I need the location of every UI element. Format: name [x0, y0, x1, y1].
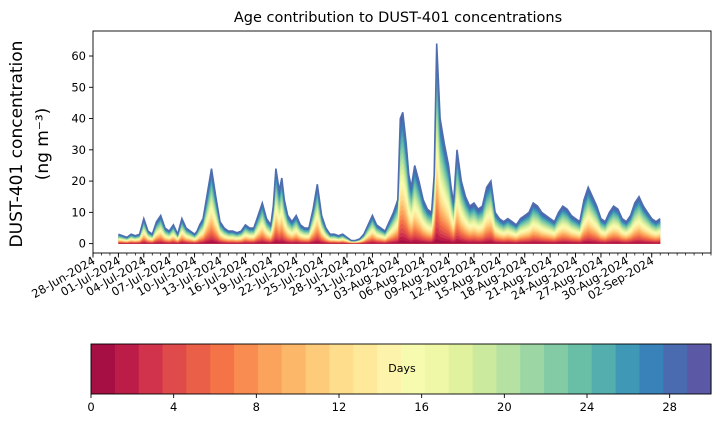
age-layer-25: [118, 43, 661, 244]
colorbar-tick-label-8: 8: [253, 400, 260, 414]
colorbar-swatch-2: [138, 344, 164, 394]
colorbar-frame: [90, 343, 712, 395]
plot-frame: [92, 30, 712, 254]
colorbar-tick-label-16: 16: [414, 400, 429, 414]
colorbar-swatch-8: [281, 344, 307, 394]
y-tick-label-50: 50: [71, 80, 86, 94]
colorbar-swatch-17: [496, 344, 521, 394]
colorbar-tick-label-28: 28: [662, 400, 677, 414]
y-axis-label-line1: DUST-401 concentration: [7, 41, 27, 248]
x-axis: 28-Jun-202401-Jul-202404-Jul-202407-Jul-…: [29, 253, 712, 303]
colorbar-swatch-6: [234, 344, 259, 394]
age-layer-23: [118, 61, 661, 244]
colorbar-swatch-14: [424, 344, 450, 394]
colorbar-swatch-15: [448, 344, 474, 394]
age-layer-5: [118, 206, 661, 244]
age-layer-24: [118, 52, 661, 244]
colorbar-swatch-7: [257, 344, 283, 394]
y-tick-label-20: 20: [71, 174, 86, 188]
days-colorbar: 0 4 8 12 16 20 24 28: [87, 343, 712, 414]
y-tick-label-60: 60: [71, 49, 86, 63]
colorbar-swatch-10: [329, 344, 354, 394]
colorbar-swatch-0: [91, 344, 116, 394]
age-layer-4: [118, 213, 661, 244]
colorbar-swatch-3: [162, 344, 187, 394]
colorbar-swatch-22: [615, 344, 641, 394]
chart-title: Age contribution to DUST-401 concentrati…: [234, 10, 562, 26]
colorbar-swatch-18: [520, 344, 545, 394]
colorbar-swatch-11: [353, 344, 378, 394]
age-layer-3: [118, 220, 661, 244]
colorbar-label: Days: [388, 362, 416, 375]
y-tick-label-10: 10: [71, 205, 86, 219]
colorbar-swatch-16: [472, 344, 497, 394]
colorbar-tick-label-24: 24: [580, 400, 595, 414]
colorbar-swatch-24: [663, 344, 688, 394]
colorbar-tick-label-20: 20: [497, 400, 512, 414]
colorbar-swatch-20: [567, 344, 593, 394]
colorbar-swatch-9: [305, 344, 331, 394]
y-tick-label-0: 0: [79, 237, 86, 251]
colorbar-tick-label-0: 0: [87, 400, 94, 414]
age-layer-21: [118, 78, 661, 244]
age-layer-1: [118, 233, 661, 244]
stacked-age-areas: [118, 43, 661, 244]
colorbar-swatch-21: [591, 344, 617, 394]
age-layer-2: [118, 226, 661, 244]
total-concentration-series: [118, 43, 661, 242]
age-layer-22: [118, 69, 661, 244]
age-layer-6: [118, 199, 661, 244]
age-layer-0: [118, 238, 661, 244]
colorbar-swatch-1: [114, 344, 140, 394]
colorbar-swatch-25: [687, 344, 712, 394]
colorbar-swatch-19: [544, 344, 569, 394]
y-tick-label-40: 40: [71, 112, 86, 126]
y-axis-label: DUST-401 concentration (ng m⁻³): [7, 41, 53, 248]
colorbar-swatch-23: [639, 344, 664, 394]
colorbar-swatch-12: [377, 344, 402, 394]
y-axis-label-line2: (ng m⁻³): [33, 108, 53, 181]
colorbar-tick-label-12: 12: [332, 400, 347, 414]
colorbar-swatch-5: [210, 344, 235, 394]
y-axis: 0 10 20 30 40 50 60: [71, 49, 93, 251]
colorbar-swatch-4: [186, 344, 211, 394]
total-concentration-line: [118, 43, 661, 242]
y-tick-label-30: 30: [71, 143, 86, 157]
colorbar-tick-label-4: 4: [170, 400, 177, 414]
colorbar-swatch-13: [401, 344, 426, 394]
